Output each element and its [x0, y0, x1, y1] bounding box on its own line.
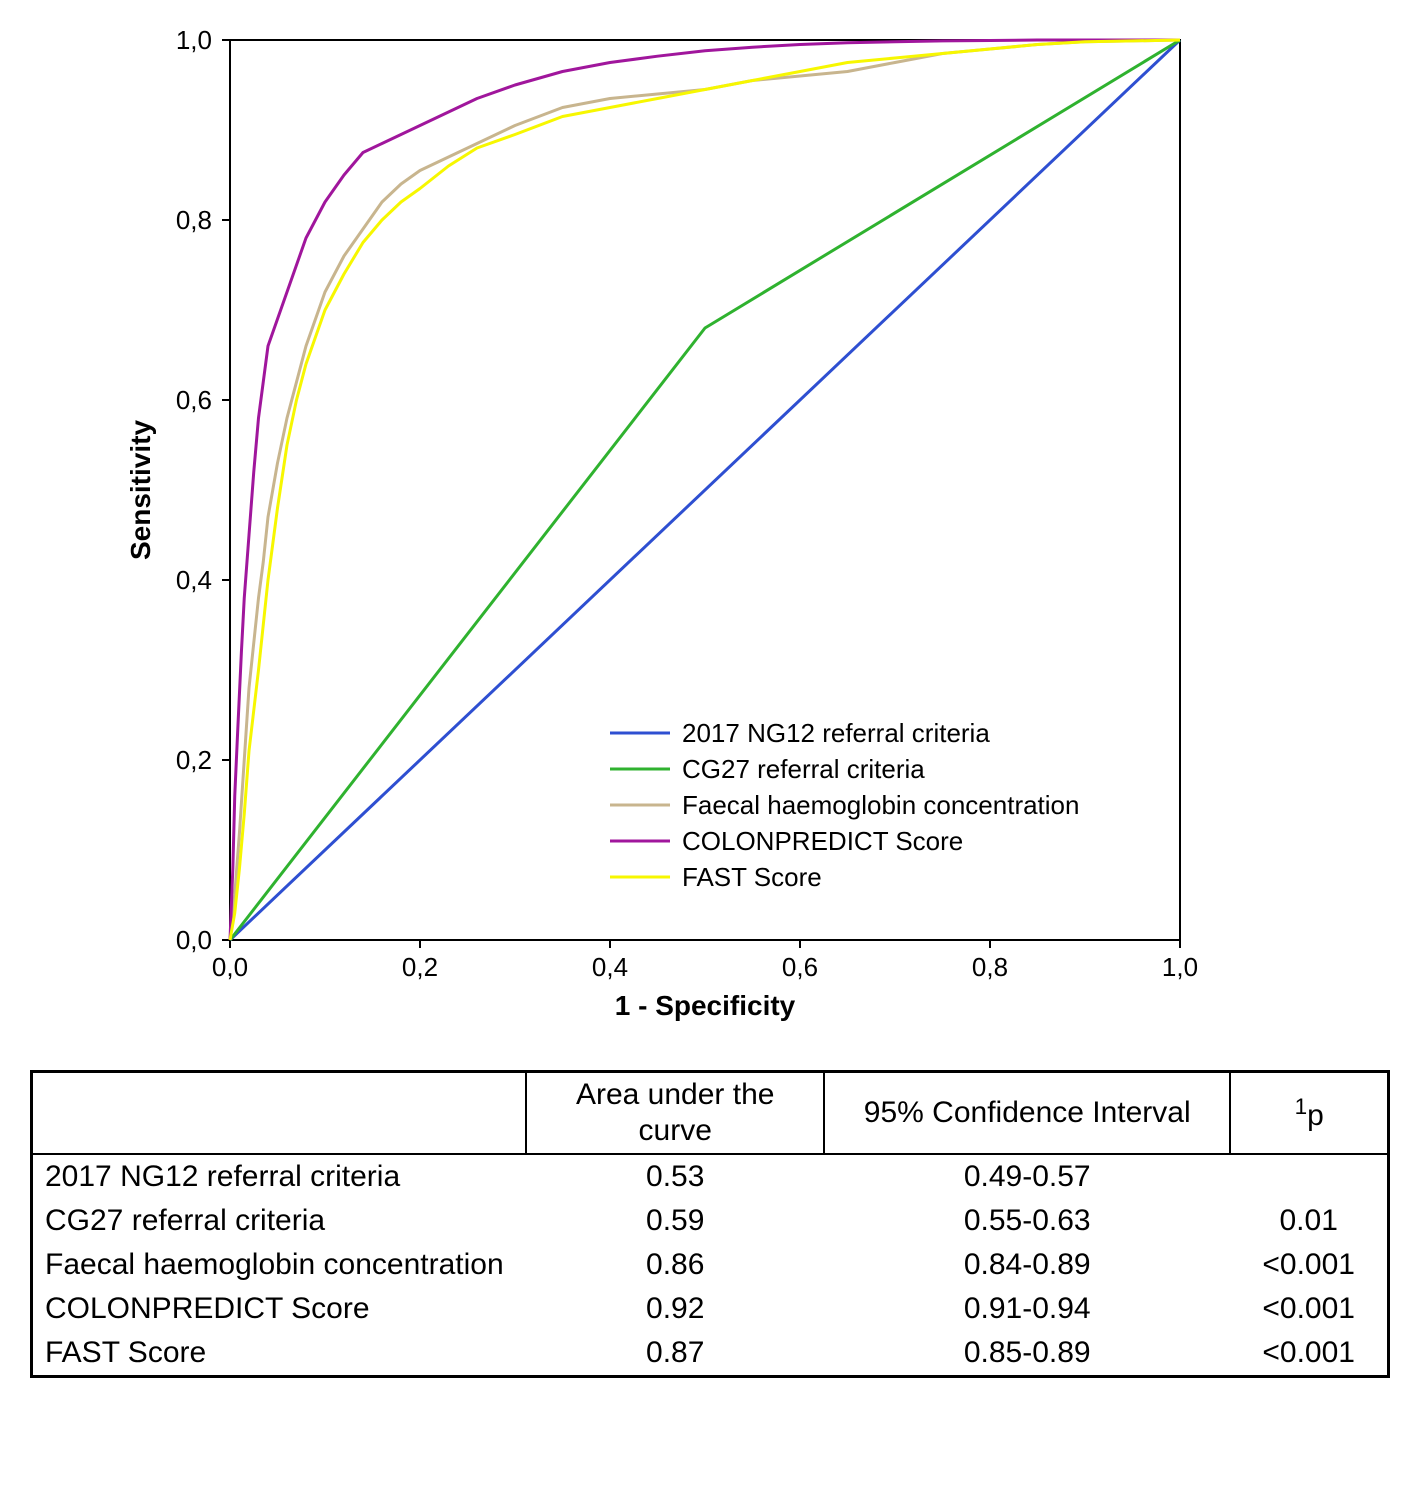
- table-row: 2017 NG12 referral criteria0.530.49-0.57: [32, 1154, 1389, 1199]
- roc-svg: 0,0 0,2 0,4 0,6 0,8 1,0 0,0 0,2 0,4 0,6 0,8 1,0 1 - …: [120, 20, 1220, 1040]
- legend-label: CG27 referral criteria: [682, 754, 925, 784]
- legend-label: FAST Score: [682, 862, 822, 892]
- table-cell: 0.01: [1230, 1199, 1388, 1243]
- svg-text:0,0: 0,0: [212, 952, 248, 982]
- svg-text:0,4: 0,4: [176, 565, 212, 595]
- table-header-row: Area under the curve 95% Confidence Inte…: [32, 1072, 1389, 1155]
- table-cell: 0.86: [526, 1243, 824, 1287]
- table-cell: 0.59: [526, 1199, 824, 1243]
- legend-label: 2017 NG12 referral criteria: [682, 718, 990, 748]
- table-row: CG27 referral criteria0.590.55-0.630.01: [32, 1199, 1389, 1243]
- table-cell: 0.91-0.94: [824, 1287, 1230, 1331]
- table-cell: <0.001: [1230, 1243, 1388, 1287]
- roc-chart: 0,0 0,2 0,4 0,6 0,8 1,0 0,0 0,2 0,4 0,6 0,8 1,0 1 - …: [120, 20, 1220, 1040]
- table-row: COLONPREDICT Score0.920.91-0.94<0.001: [32, 1287, 1389, 1331]
- svg-text:0,6: 0,6: [782, 952, 818, 982]
- svg-text:0,6: 0,6: [176, 385, 212, 415]
- svg-text:0,8: 0,8: [176, 205, 212, 235]
- table-cell: Faecal haemoglobin concentration: [32, 1243, 527, 1287]
- legend-label: COLONPREDICT Score: [682, 826, 963, 856]
- col-auc: Area under the curve: [526, 1072, 824, 1155]
- table-cell: FAST Score: [32, 1331, 527, 1377]
- col-blank: [32, 1072, 527, 1155]
- table-cell: CG27 referral criteria: [32, 1199, 527, 1243]
- legend-label: Faecal haemoglobin concentration: [682, 790, 1079, 820]
- results-table: Area under the curve 95% Confidence Inte…: [30, 1070, 1390, 1378]
- svg-text:0,4: 0,4: [592, 952, 628, 982]
- svg-text:0,2: 0,2: [176, 745, 212, 775]
- svg-text:0,2: 0,2: [402, 952, 438, 982]
- table-cell: COLONPREDICT Score: [32, 1287, 527, 1331]
- svg-text:1,0: 1,0: [1162, 952, 1198, 982]
- table-cell: 0.84-0.89: [824, 1243, 1230, 1287]
- table-cell: 2017 NG12 referral criteria: [32, 1154, 527, 1199]
- svg-text:0,0: 0,0: [176, 925, 212, 955]
- col-p: 1p: [1230, 1072, 1388, 1155]
- svg-text:1,0: 1,0: [176, 25, 212, 55]
- table-cell: 0.92: [526, 1287, 824, 1331]
- table-cell: 0.49-0.57: [824, 1154, 1230, 1199]
- table-cell: <0.001: [1230, 1287, 1388, 1331]
- table-cell: 0.53: [526, 1154, 824, 1199]
- svg-text:Sensitivity: Sensitivity: [125, 420, 156, 560]
- svg-text:0,8: 0,8: [972, 952, 1008, 982]
- table-cell: [1230, 1154, 1388, 1199]
- table-cell: 0.55-0.63: [824, 1199, 1230, 1243]
- col-ci: 95% Confidence Interval: [824, 1072, 1230, 1155]
- figure-wrap: 0,0 0,2 0,4 0,6 0,8 1,0 0,0 0,2 0,4 0,6 0,8 1,0 1 - …: [20, 20, 1398, 1378]
- table-cell: 0.85-0.89: [824, 1331, 1230, 1377]
- table-row: Faecal haemoglobin concentration0.860.84…: [32, 1243, 1389, 1287]
- table-row: FAST Score0.870.85-0.89<0.001: [32, 1331, 1389, 1377]
- table-cell: 0.87: [526, 1331, 824, 1377]
- table-cell: <0.001: [1230, 1331, 1388, 1377]
- svg-text:1 - Specificity: 1 - Specificity: [615, 990, 796, 1021]
